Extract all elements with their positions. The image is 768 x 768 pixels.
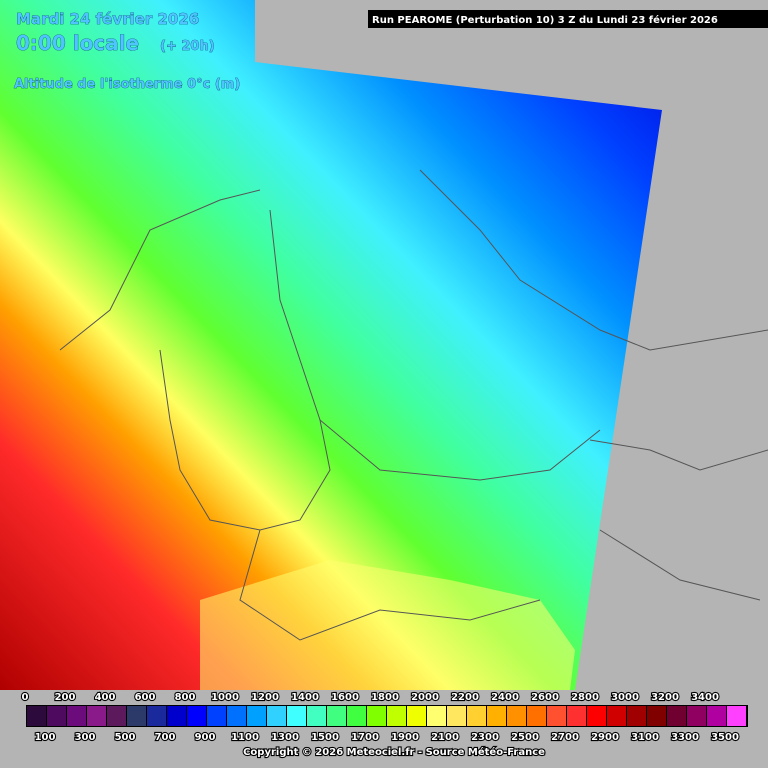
legend-swatch: [547, 706, 566, 726]
legend-label: 1500: [311, 732, 339, 743]
legend: 0 100 200 300 400 500 600 700 800 900 1000 1100 1200…: [20, 691, 748, 744]
legend-swatch: [407, 706, 426, 726]
parameter: Altitude de l'isotherme 0°c (m): [14, 77, 240, 92]
legend-label: 1900: [391, 732, 419, 743]
legend-label: 3500: [711, 732, 739, 743]
legend-swatch: [47, 706, 66, 726]
legend-swatch: [727, 706, 746, 726]
copyright: Copyright © 2026 Meteociel.fr - Source M…: [243, 746, 545, 758]
legend-label: 3100: [631, 732, 659, 743]
legend-swatch: [87, 706, 106, 726]
legend-label: 1000: [211, 692, 239, 703]
legend-swatch: [167, 706, 186, 726]
legend-swatch: [687, 706, 706, 726]
legend-swatch: [467, 706, 486, 726]
legend-label: 900: [195, 732, 216, 743]
legend-swatch: [287, 706, 306, 726]
legend-label: 800: [175, 692, 196, 703]
date: Mardi 24 février 2026: [16, 10, 199, 28]
legend-swatch: [347, 706, 366, 726]
legend-swatch: [187, 706, 206, 726]
legend-swatch: [127, 706, 146, 726]
legend-label: 2800: [571, 692, 599, 703]
legend-label: 1200: [251, 692, 279, 703]
legend-swatch: [667, 706, 686, 726]
legend-swatch: [207, 706, 226, 726]
legend-label: 1700: [351, 732, 379, 743]
legend-swatch: [447, 706, 466, 726]
legend-label: 2400: [491, 692, 519, 703]
legend-label: 2000: [411, 692, 439, 703]
lead-time: (+ 20h): [160, 39, 215, 54]
legend-swatch: [387, 706, 406, 726]
legend-swatch: [487, 706, 506, 726]
legend-swatch: [507, 706, 526, 726]
alps-high: [200, 560, 575, 690]
legend-label: 1600: [331, 692, 359, 703]
legend-swatch: [627, 706, 646, 726]
legend-swatch: [647, 706, 666, 726]
legend-label: 700: [155, 732, 176, 743]
legend-swatch: [307, 706, 326, 726]
legend-swatch: [67, 706, 86, 726]
legend-label: 2700: [551, 732, 579, 743]
legend-label: 3200: [651, 692, 679, 703]
legend-swatch: [367, 706, 386, 726]
run-banner: [368, 10, 768, 28]
legend-swatch: [707, 706, 726, 726]
legend-swatch: [327, 706, 346, 726]
legend-label: 1100: [231, 732, 259, 743]
legend-label: 2100: [431, 732, 459, 743]
time: 0:00 locale: [16, 31, 139, 55]
legend-swatch: [607, 706, 626, 726]
legend-label: 2600: [531, 692, 559, 703]
legend-label: 600: [135, 692, 156, 703]
borders: [59, 169, 768, 641]
legend-label: 2900: [591, 732, 619, 743]
legend-swatch: [567, 706, 586, 726]
legend-label: 300: [75, 732, 96, 743]
legend-swatch: [27, 706, 46, 726]
legend-label: 100: [35, 732, 56, 743]
legend-label: 1800: [371, 692, 399, 703]
legend-swatch: [587, 706, 606, 726]
legend-label: 500: [115, 732, 136, 743]
legend-swatch: [267, 706, 286, 726]
legend-swatch: [107, 706, 126, 726]
legend-label: 3400: [691, 692, 719, 703]
run-info: Run PEAROME (Perturbation 10) 3 Z du Lun…: [372, 14, 718, 26]
legend-swatch: [227, 706, 246, 726]
isotherm-field: [0, 0, 662, 690]
legend-swatch: [527, 706, 546, 726]
legend-label: 200: [55, 692, 76, 703]
legend-label: 3300: [671, 732, 699, 743]
legend-label: 2200: [451, 692, 479, 703]
legend-swatch: [147, 706, 166, 726]
legend-label: 1400: [291, 692, 319, 703]
legend-swatch: [247, 706, 266, 726]
legend-label: 3000: [611, 692, 639, 703]
legend-label: 1300: [271, 732, 299, 743]
legend-label: 0: [22, 692, 29, 703]
legend-label: 2500: [511, 732, 539, 743]
legend-label: 400: [95, 692, 116, 703]
legend-swatch: [427, 706, 446, 726]
legend-label: 2300: [471, 732, 499, 743]
